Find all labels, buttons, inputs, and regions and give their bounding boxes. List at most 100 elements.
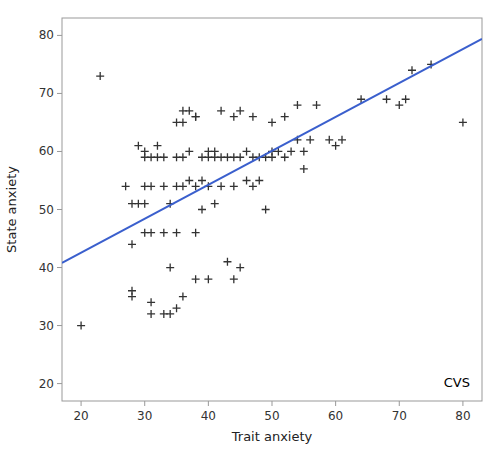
y-tick-label: 30 bbox=[39, 319, 54, 333]
y-axis-label: State anxiety bbox=[4, 166, 19, 253]
y-tick-label: 20 bbox=[39, 377, 54, 391]
point bbox=[185, 147, 193, 155]
x-tick-label: 40 bbox=[201, 409, 216, 423]
point bbox=[160, 153, 168, 161]
point bbox=[268, 118, 276, 126]
point bbox=[211, 200, 219, 208]
point bbox=[325, 136, 333, 144]
point bbox=[198, 176, 206, 184]
x-tick-label: 60 bbox=[328, 409, 343, 423]
y-tick-label: 50 bbox=[39, 203, 54, 217]
x-tick-label: 80 bbox=[455, 409, 470, 423]
y-tick bbox=[57, 151, 62, 152]
point bbox=[173, 304, 181, 312]
point bbox=[383, 95, 391, 103]
point bbox=[236, 153, 244, 161]
point bbox=[173, 229, 181, 237]
point bbox=[313, 101, 321, 109]
point bbox=[395, 101, 403, 109]
point bbox=[166, 264, 174, 272]
point bbox=[160, 229, 168, 237]
x-tick bbox=[272, 401, 273, 406]
x-tick-label: 20 bbox=[73, 409, 88, 423]
point bbox=[211, 147, 219, 155]
point bbox=[185, 107, 193, 115]
point bbox=[77, 322, 85, 330]
point bbox=[134, 142, 142, 150]
point bbox=[198, 206, 206, 214]
chart: 20 30 40 50 60 70 80 20 30 40 50 60 70 80 Trait anxiet… bbox=[0, 0, 500, 453]
point bbox=[243, 176, 251, 184]
point bbox=[281, 113, 289, 121]
y-tick bbox=[57, 267, 62, 268]
point bbox=[185, 176, 193, 184]
x-tick bbox=[144, 401, 145, 406]
point bbox=[338, 136, 346, 144]
y-tick bbox=[57, 93, 62, 94]
point bbox=[249, 113, 257, 121]
point bbox=[230, 182, 238, 190]
point bbox=[147, 310, 155, 318]
y-tick-label: 70 bbox=[39, 86, 54, 100]
point bbox=[147, 229, 155, 237]
x-tick bbox=[208, 401, 209, 406]
point bbox=[141, 147, 149, 155]
x-tick bbox=[81, 401, 82, 406]
point bbox=[122, 182, 130, 190]
point bbox=[300, 165, 308, 173]
point bbox=[147, 298, 155, 306]
point bbox=[128, 240, 136, 248]
point bbox=[255, 176, 263, 184]
point bbox=[192, 113, 200, 121]
x-tick bbox=[335, 401, 336, 406]
point bbox=[217, 182, 225, 190]
plot-frame bbox=[62, 18, 482, 401]
point bbox=[141, 200, 149, 208]
point bbox=[179, 182, 187, 190]
point bbox=[236, 264, 244, 272]
y-tick bbox=[57, 383, 62, 384]
point bbox=[300, 147, 308, 155]
y-tick-label: 60 bbox=[39, 144, 54, 158]
x-tick-label: 30 bbox=[137, 409, 152, 423]
point bbox=[179, 153, 187, 161]
plot-area bbox=[62, 39, 482, 330]
point bbox=[293, 101, 301, 109]
point bbox=[153, 142, 161, 150]
point bbox=[192, 113, 200, 121]
point bbox=[179, 118, 187, 126]
point bbox=[179, 293, 187, 301]
x-tick bbox=[462, 401, 463, 406]
point bbox=[217, 107, 225, 115]
x-tick bbox=[399, 401, 400, 406]
point bbox=[230, 113, 238, 121]
point bbox=[402, 95, 410, 103]
y-tick-label: 80 bbox=[39, 28, 54, 42]
point bbox=[96, 72, 104, 80]
point bbox=[192, 229, 200, 237]
y-tick bbox=[57, 325, 62, 326]
point bbox=[249, 182, 257, 190]
point bbox=[306, 136, 314, 144]
point bbox=[230, 275, 238, 283]
point bbox=[459, 118, 467, 126]
point bbox=[332, 142, 340, 150]
point bbox=[287, 147, 295, 155]
y-tick bbox=[57, 35, 62, 36]
x-axis-label: Trait anxiety bbox=[231, 429, 313, 444]
point bbox=[262, 206, 270, 214]
point bbox=[160, 182, 168, 190]
regression-line bbox=[62, 39, 482, 263]
point bbox=[281, 153, 289, 161]
point bbox=[147, 182, 155, 190]
scatter-series bbox=[77, 60, 467, 329]
x-tick-label: 70 bbox=[392, 409, 407, 423]
x-tick-label: 50 bbox=[264, 409, 279, 423]
point bbox=[204, 275, 212, 283]
point bbox=[236, 107, 244, 115]
point bbox=[128, 287, 136, 295]
point bbox=[192, 275, 200, 283]
annotation: CVS bbox=[444, 375, 470, 390]
point bbox=[166, 310, 174, 318]
y-tick-label: 40 bbox=[39, 261, 54, 275]
